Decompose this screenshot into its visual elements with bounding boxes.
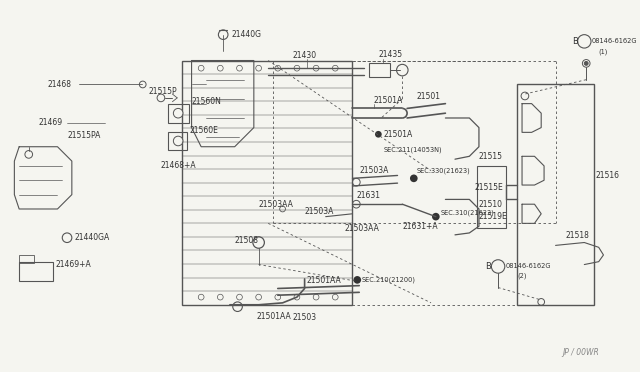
Text: 21435: 21435 — [378, 50, 403, 59]
Text: B: B — [572, 37, 578, 46]
Circle shape — [584, 61, 588, 65]
Text: 21519E: 21519E — [479, 212, 508, 221]
Text: 21501AA: 21501AA — [307, 276, 341, 285]
Bar — [517, 84, 594, 305]
Text: 21631+A: 21631+A — [403, 222, 438, 231]
Text: SEC.310(21623): SEC.310(21623) — [440, 209, 494, 216]
Bar — [182, 61, 353, 305]
Circle shape — [432, 213, 440, 221]
Text: 21515E: 21515E — [474, 183, 503, 192]
Circle shape — [375, 131, 381, 138]
Bar — [369, 63, 390, 77]
Text: SEC.211(14053N): SEC.211(14053N) — [383, 146, 442, 153]
Text: 21503AA: 21503AA — [345, 224, 380, 232]
Circle shape — [173, 136, 183, 146]
Text: 21515P: 21515P — [148, 87, 177, 96]
Text: 21503AA: 21503AA — [259, 200, 294, 209]
Text: 21503: 21503 — [292, 313, 316, 322]
Text: 21508: 21508 — [235, 236, 259, 245]
Text: 08146-6162G: 08146-6162G — [592, 38, 637, 44]
Text: SEC.330(21623): SEC.330(21623) — [417, 167, 470, 174]
Text: B: B — [486, 262, 492, 271]
Text: 21503A: 21503A — [305, 207, 334, 217]
Text: 21518: 21518 — [565, 231, 589, 240]
Bar — [19, 255, 33, 263]
Text: 21440G: 21440G — [232, 30, 262, 39]
Text: 21516: 21516 — [596, 171, 620, 180]
Text: 21515PA: 21515PA — [67, 131, 100, 140]
Text: (2): (2) — [517, 273, 527, 279]
Text: 21631: 21631 — [356, 191, 380, 200]
Text: 21469: 21469 — [38, 118, 63, 127]
Text: 21501: 21501 — [417, 92, 441, 102]
Circle shape — [173, 108, 183, 118]
Text: 21560N: 21560N — [191, 97, 221, 106]
Circle shape — [353, 276, 361, 284]
Text: 21501AA: 21501AA — [257, 312, 291, 321]
Bar — [168, 132, 187, 150]
Text: 21469+A: 21469+A — [56, 260, 92, 269]
Text: 21468: 21468 — [48, 80, 72, 89]
Text: 21503A: 21503A — [359, 166, 388, 175]
Text: 21430: 21430 — [292, 51, 316, 60]
Text: 21510: 21510 — [479, 200, 503, 209]
Text: 21501A: 21501A — [383, 130, 412, 139]
Text: 08146-6162G: 08146-6162G — [506, 263, 551, 269]
Text: 21501A: 21501A — [374, 96, 403, 105]
Bar — [477, 166, 506, 228]
Bar — [168, 104, 189, 123]
Text: JP / 00WR: JP / 00WR — [562, 348, 598, 357]
Circle shape — [410, 174, 418, 182]
Text: 21560E: 21560E — [189, 126, 218, 135]
Text: 21440GA: 21440GA — [75, 233, 110, 242]
Text: 21515: 21515 — [479, 152, 503, 161]
Text: SEC.210(21200): SEC.210(21200) — [362, 277, 416, 283]
Text: 21468+A: 21468+A — [161, 161, 196, 170]
Bar — [19, 262, 52, 281]
Text: (1): (1) — [598, 49, 608, 55]
